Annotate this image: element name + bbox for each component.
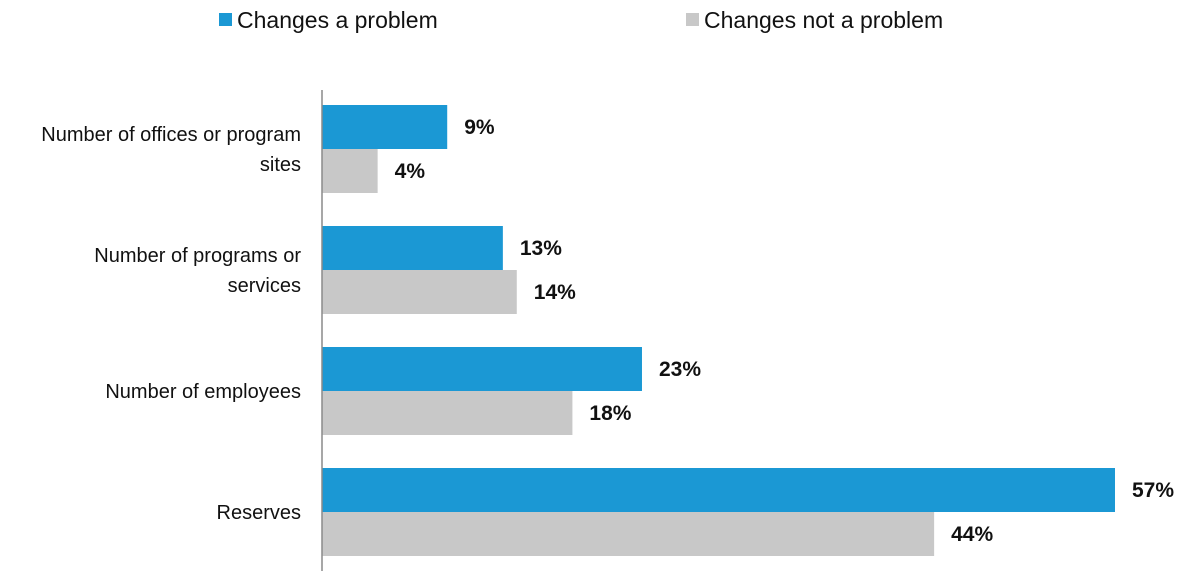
category-label-2: Number of programs or services [94, 245, 301, 297]
data-label-1-1: 9% [464, 116, 495, 139]
data-label-1-4: 57% [1132, 479, 1174, 502]
bar-1-2 [322, 226, 503, 270]
data-label-2-3: 18% [589, 402, 631, 425]
legend-swatch-2 [686, 13, 699, 26]
bar-2-1 [322, 149, 378, 193]
bar-1-1 [322, 105, 448, 149]
data-label-1-2: 13% [520, 237, 562, 260]
bar-1-4 [322, 468, 1115, 512]
bar-1-3 [322, 347, 642, 391]
data-label-2-1: 4% [395, 160, 426, 183]
category-label-4: Reserves [217, 502, 301, 524]
category-label-3: Number of employees [105, 381, 301, 403]
legend-swatch-1 [219, 13, 232, 26]
bar-2-4 [322, 512, 935, 556]
data-label-2-2: 14% [534, 281, 576, 304]
category-label-1: Number of offices or program sites [41, 124, 301, 176]
bar-2-3 [322, 391, 573, 435]
chart-plot-area: 9% 4% Number of offices or program sites 13%… [41, 105, 1174, 556]
data-label-2-4: 44% [951, 523, 993, 546]
chart-legend: Changes a problem Changes not a problem [219, 7, 943, 33]
data-label-1-3: 23% [659, 358, 701, 381]
legend-label-1: Changes a problem [237, 7, 438, 33]
bar-2-2 [322, 270, 517, 314]
legend-label-2: Changes not a problem [704, 7, 943, 33]
